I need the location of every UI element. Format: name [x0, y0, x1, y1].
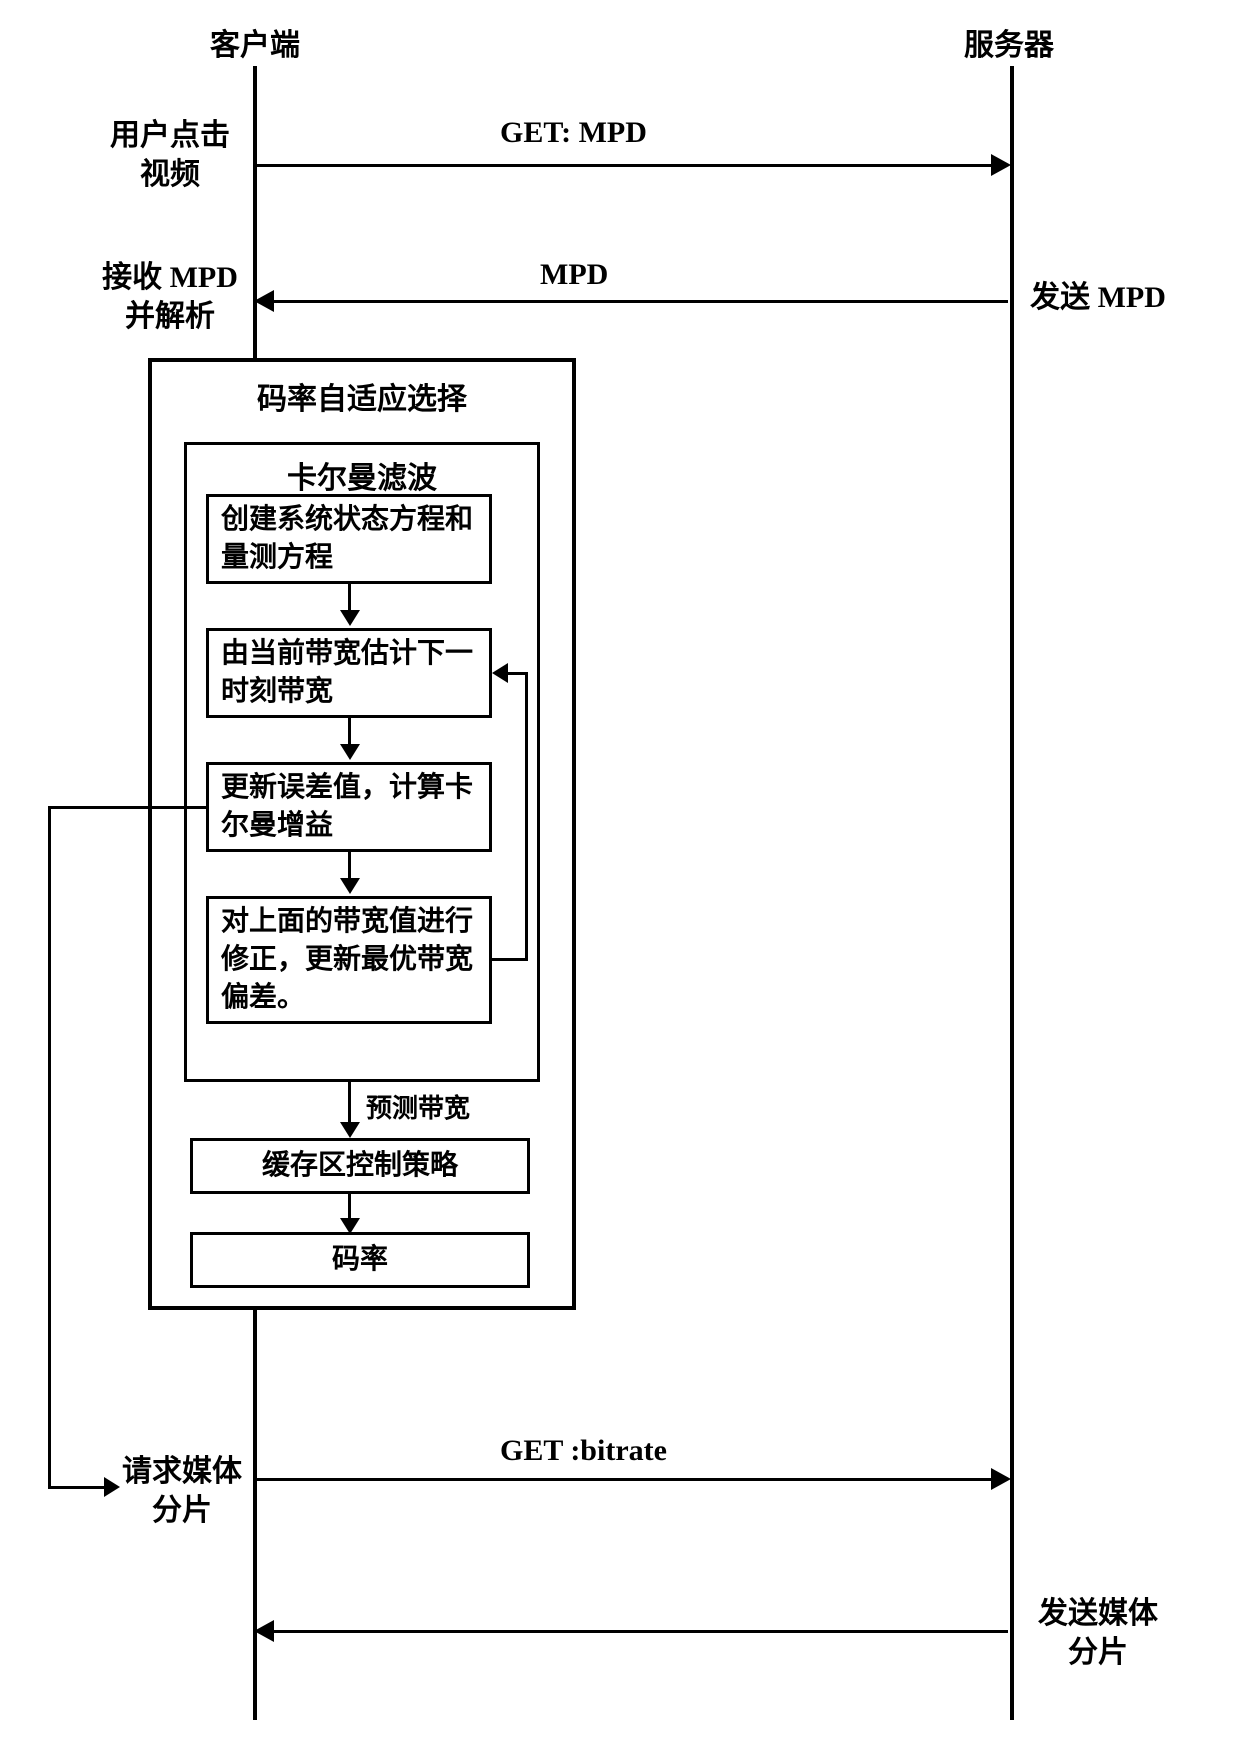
out-connector-v — [48, 806, 51, 1486]
kalman-step-2-text: 由当前带宽估计下一时刻带宽 — [221, 635, 477, 711]
feedback-arrowhead — [492, 663, 508, 683]
arrow-media-resp — [272, 1630, 1008, 1633]
actor-server-label: 服务器 — [964, 20, 1054, 64]
arrow-get-mpd — [257, 164, 993, 167]
outer-box-title: 码率自适应选择 — [152, 374, 572, 418]
kalman-step-3-text: 更新误差值，计算卡尔曼增益 — [221, 769, 477, 845]
feedback-bottom — [492, 958, 528, 961]
arrow-mpd-resp — [272, 300, 1008, 303]
feedback-right — [525, 672, 528, 961]
out-connector-h2 — [48, 1486, 104, 1489]
diagram-canvas: 客户端 服务器 用户点击 视频 GET: MPD 接收 MPD 并解析 MPD … — [0, 0, 1240, 1742]
label-predict-bandwidth: 预测带宽 — [366, 1088, 470, 1125]
arrow-buffer-bitrate — [348, 1194, 351, 1220]
arrow-s2-s3 — [348, 718, 351, 746]
bitrate-box: 码率 — [190, 1232, 530, 1288]
arrow-kalman-out — [348, 1082, 351, 1124]
kalman-step-2: 由当前带宽估计下一时刻带宽 — [206, 628, 492, 718]
kalman-box-title: 卡尔曼滤波 — [187, 453, 537, 497]
msg-get-bitrate-label: GET :bitrate — [500, 1434, 667, 1468]
feedback-top — [506, 672, 528, 675]
lifeline-client-top — [253, 66, 257, 358]
kalman-step-1: 创建系统状态方程和量测方程 — [206, 494, 492, 584]
out-connector-h1 — [48, 806, 206, 809]
actor-client-label: 客户端 — [210, 20, 300, 64]
msg-mpd-label: MPD — [540, 258, 608, 292]
label-send-mpd: 发送 MPD — [1028, 278, 1168, 317]
kalman-step-4: 对上面的带宽值进行修正，更新最优带宽偏差。 — [206, 896, 492, 1024]
arrow-get-bitrate — [257, 1478, 993, 1481]
kalman-step-4-text: 对上面的带宽值进行修正，更新最优带宽偏差。 — [221, 903, 477, 1016]
arrow-s1-s2 — [348, 584, 351, 612]
label-user-click: 用户点击 视频 — [100, 116, 240, 194]
buffer-control-box: 缓存区控制策略 — [190, 1138, 530, 1194]
arrow-s3-s4 — [348, 852, 351, 880]
label-req-media: 请求媒体 分片 — [112, 1452, 252, 1530]
label-send-media: 发送媒体 分片 — [1028, 1594, 1168, 1672]
buffer-control-text: 缓存区控制策略 — [262, 1147, 458, 1185]
lifeline-client-bottom — [253, 1310, 257, 1720]
bitrate-text: 码率 — [332, 1241, 388, 1279]
kalman-step-3: 更新误差值，计算卡尔曼增益 — [206, 762, 492, 852]
kalman-step-1-text: 创建系统状态方程和量测方程 — [221, 501, 477, 577]
label-recv-mpd: 接收 MPD 并解析 — [95, 258, 245, 336]
msg-get-mpd-label: GET: MPD — [500, 116, 647, 150]
